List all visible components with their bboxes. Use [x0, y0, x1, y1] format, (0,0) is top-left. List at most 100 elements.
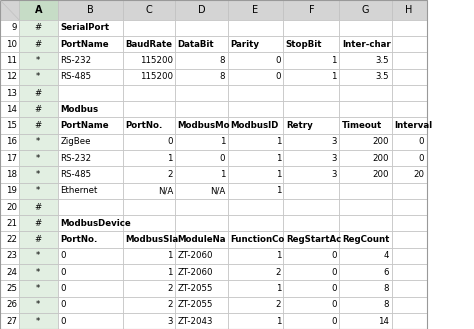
Bar [339, 36, 392, 52]
Text: #: # [35, 89, 42, 97]
Bar [123, 297, 175, 313]
Text: F: F [309, 5, 314, 15]
Text: 0: 0 [331, 284, 337, 293]
Text: 200: 200 [373, 138, 389, 146]
Bar [123, 264, 175, 280]
Text: RS-485: RS-485 [60, 72, 91, 81]
Text: Ethernet: Ethernet [60, 186, 98, 195]
Bar [339, 69, 392, 85]
Bar [0, 248, 19, 264]
Text: ModbusMo: ModbusMo [178, 121, 230, 130]
Bar [392, 85, 427, 101]
Bar [175, 232, 228, 248]
Bar [0, 166, 19, 183]
Bar [228, 0, 283, 20]
Bar [58, 150, 123, 166]
Bar [339, 85, 392, 101]
Bar [123, 0, 175, 20]
Bar [283, 215, 339, 232]
Bar [339, 150, 392, 166]
Text: PortName: PortName [60, 121, 109, 130]
Bar [392, 101, 427, 117]
Text: RS-485: RS-485 [60, 170, 91, 179]
Bar [0, 232, 19, 248]
Text: N/A: N/A [210, 186, 225, 195]
Text: 19: 19 [6, 186, 17, 195]
Text: 0: 0 [331, 300, 337, 309]
Bar [392, 232, 427, 248]
Text: 1: 1 [219, 170, 225, 179]
Text: RS-232: RS-232 [60, 56, 91, 65]
Text: 1: 1 [167, 251, 173, 260]
Bar [58, 36, 123, 52]
Bar [58, 280, 123, 297]
Bar [0, 199, 19, 215]
Bar [228, 20, 283, 36]
Text: 0: 0 [331, 316, 337, 325]
Bar [392, 313, 427, 329]
Bar [19, 215, 58, 232]
Text: #: # [35, 235, 42, 244]
Bar [339, 199, 392, 215]
Bar [0, 264, 19, 280]
Bar [175, 85, 228, 101]
Bar [392, 199, 427, 215]
Bar [123, 150, 175, 166]
Text: E: E [253, 5, 258, 15]
Bar [0, 150, 19, 166]
Bar [392, 117, 427, 134]
Text: *: * [36, 268, 40, 277]
Bar [19, 166, 58, 183]
Text: RegStartAc: RegStartAc [286, 235, 341, 244]
Bar [58, 0, 123, 20]
Bar [175, 20, 228, 36]
Bar [283, 52, 339, 69]
Text: 27: 27 [6, 316, 17, 325]
Text: PortName: PortName [60, 40, 109, 49]
Text: B: B [87, 5, 94, 15]
Bar [228, 248, 283, 264]
Text: 1: 1 [275, 251, 281, 260]
Bar [392, 297, 427, 313]
Bar [58, 85, 123, 101]
Text: 8: 8 [219, 56, 225, 65]
Bar [228, 101, 283, 117]
Bar [58, 52, 123, 69]
Bar [339, 166, 392, 183]
Text: *: * [36, 154, 40, 163]
Bar [19, 280, 58, 297]
Text: 12: 12 [6, 72, 17, 81]
Text: 1: 1 [275, 284, 281, 293]
Bar [0, 0, 19, 20]
Text: 3: 3 [331, 138, 337, 146]
Bar [19, 0, 58, 20]
Text: 1: 1 [275, 170, 281, 179]
Bar [19, 297, 58, 313]
Text: 18: 18 [6, 170, 17, 179]
Text: SerialPort: SerialPort [60, 23, 109, 32]
Text: 0: 0 [167, 138, 173, 146]
Bar [19, 264, 58, 280]
Bar [283, 134, 339, 150]
Text: RS-232: RS-232 [60, 154, 91, 163]
Bar [283, 264, 339, 280]
Bar [228, 183, 283, 199]
Bar [123, 183, 175, 199]
Bar [0, 297, 19, 313]
Text: 0: 0 [419, 138, 424, 146]
Bar [58, 199, 123, 215]
Bar [0, 117, 19, 134]
Text: Parity: Parity [230, 40, 259, 49]
Text: 16: 16 [6, 138, 17, 146]
Text: 17: 17 [6, 154, 17, 163]
Text: *: * [36, 316, 40, 325]
Text: 0: 0 [331, 268, 337, 277]
Bar [123, 280, 175, 297]
Bar [392, 20, 427, 36]
Text: 8: 8 [383, 284, 389, 293]
Text: 2: 2 [167, 284, 173, 293]
Bar [175, 280, 228, 297]
Bar [58, 297, 123, 313]
Bar [283, 297, 339, 313]
Text: #: # [35, 23, 42, 32]
